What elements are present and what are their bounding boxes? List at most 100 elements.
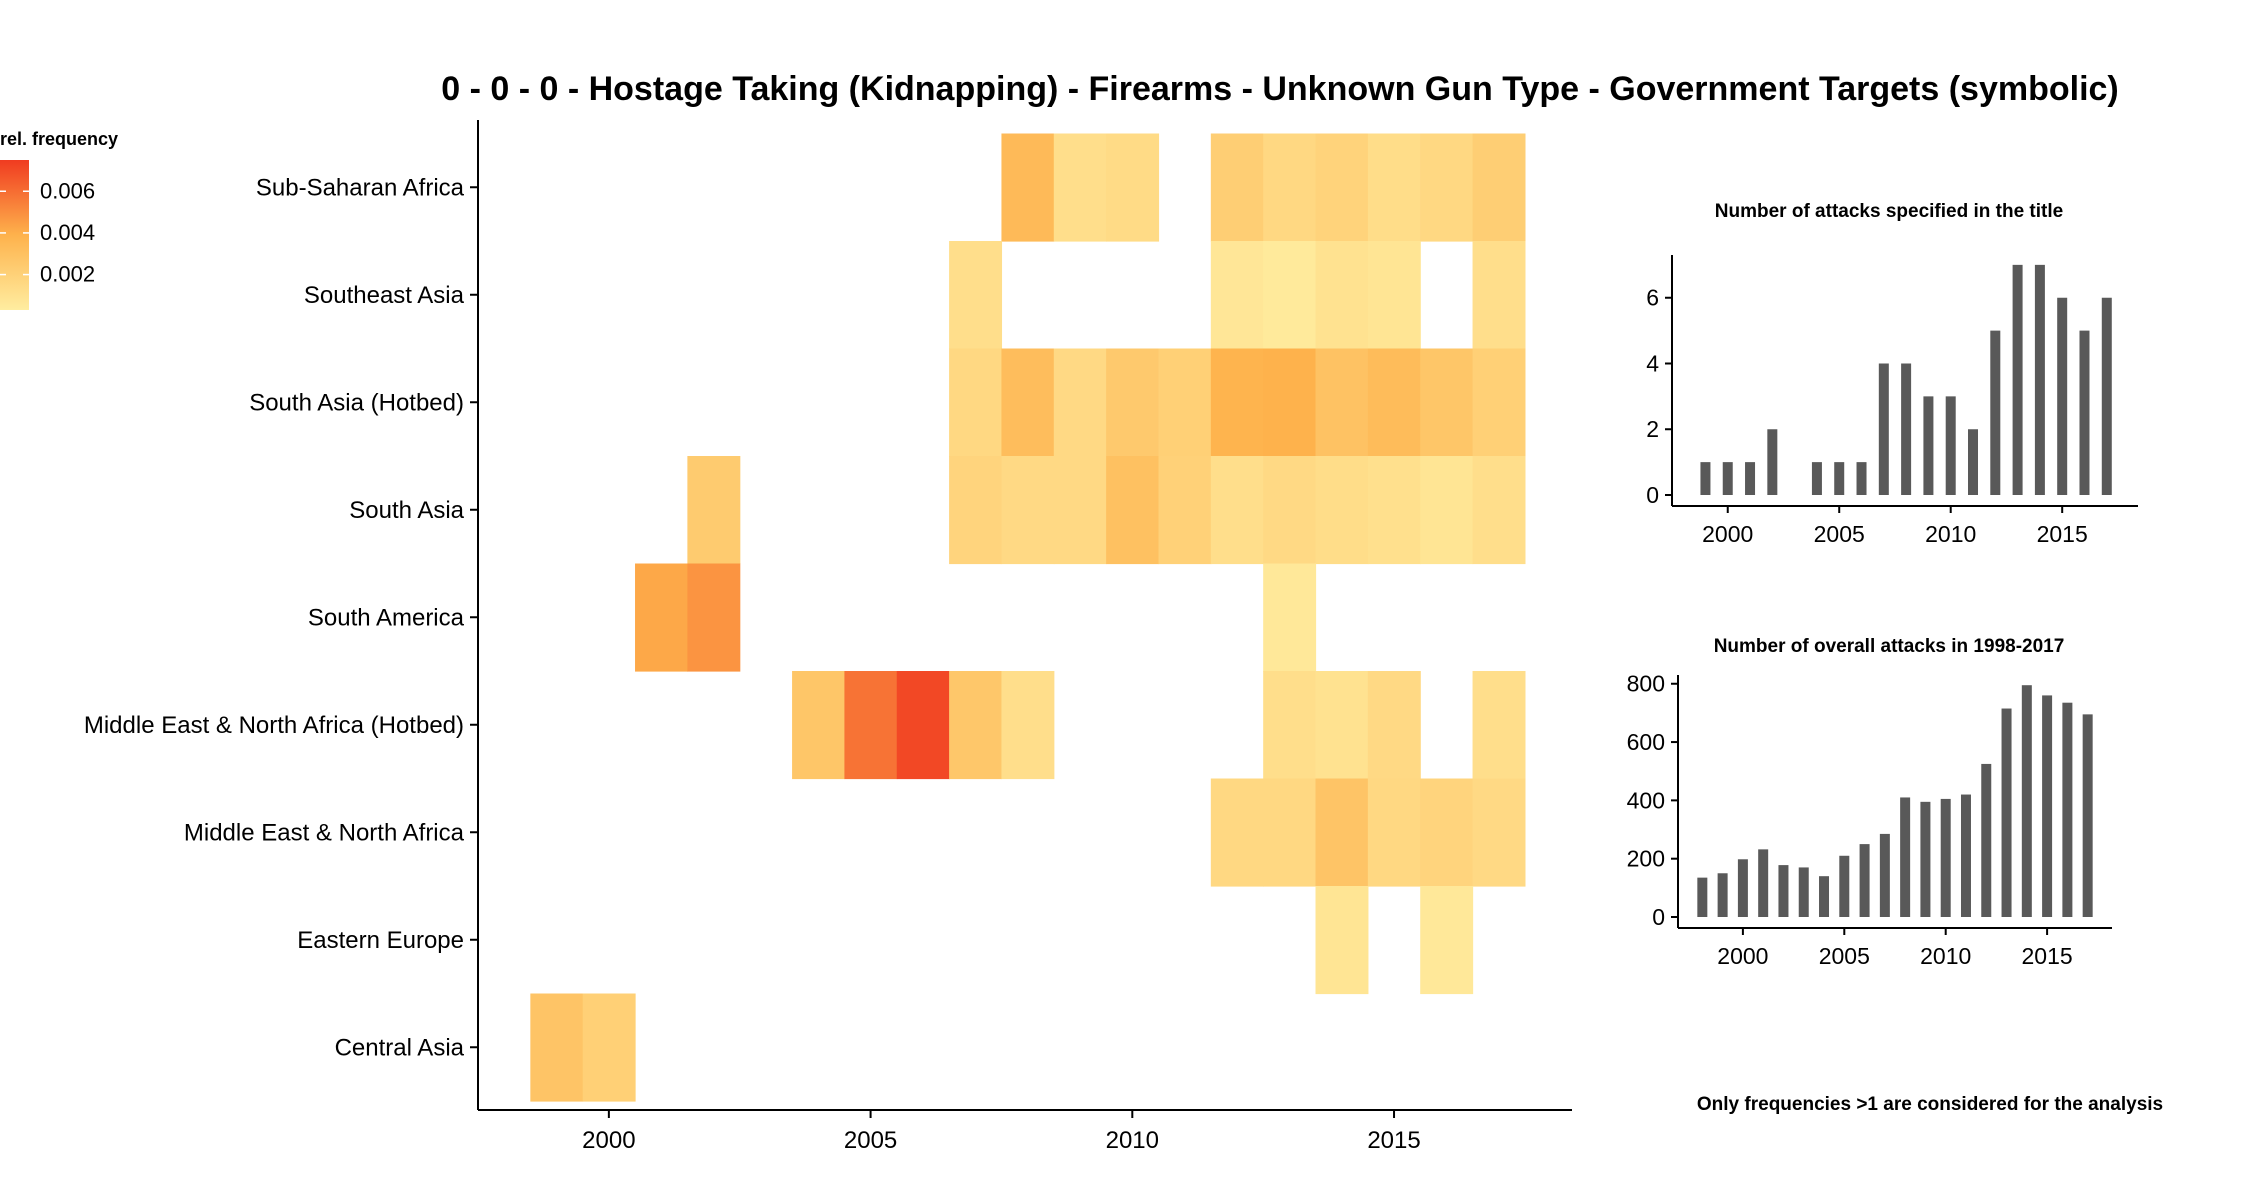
heatmap-cell — [1472, 778, 1526, 887]
heatmap-cell — [1263, 778, 1317, 887]
bar-chart-2-y-tick-label: 800 — [1627, 671, 1665, 697]
bar-chart-2-bar — [1758, 849, 1769, 917]
heatmap-cell — [1263, 348, 1317, 457]
heatmap-cell — [530, 993, 584, 1102]
bar-chart-2-bar — [2021, 685, 2032, 917]
heatmap-cell — [1315, 456, 1369, 565]
heatmap-row-label: South Asia — [349, 497, 464, 524]
bar-chart-2-bar — [1798, 867, 1809, 917]
bar-chart-2-bar — [1697, 877, 1708, 917]
heatmap-cell — [1263, 456, 1317, 565]
legend-tick-label: 0.006 — [40, 178, 95, 203]
heatmap-cell — [1472, 671, 1526, 780]
bar-chart-2-x-tick-label: 2005 — [1819, 943, 1870, 969]
bar-chart-1-bars — [1700, 264, 2112, 495]
bar-chart-2-axes: 0 200 400 600 800 2000 2005 2010 2015 — [1627, 671, 2112, 969]
heatmap-cell — [687, 563, 741, 672]
bar-chart-1-axes: 0 2 4 6 2000 2005 2010 2015 — [1646, 255, 2138, 547]
bar-chart-2-x-tick-label: 2000 — [1717, 943, 1768, 969]
legend-ticks: 0.006 0.004 0.002 — [0, 178, 95, 287]
heatmap-cell — [1367, 133, 1421, 242]
heatmap-cell — [1315, 886, 1369, 995]
bar-chart-2-x-tick-label: 2015 — [2022, 943, 2073, 969]
heatmap-cell — [1263, 671, 1317, 780]
heatmap-axes: Central Asia Eastern Europe Middle East & … — [84, 120, 1572, 1154]
heatmap-cell — [1263, 563, 1317, 672]
heatmap-cell — [1158, 348, 1212, 457]
bar-chart-overall-attacks: Number of overall attacks in 1998-2017 0… — [1627, 636, 2112, 969]
bar-chart-1-bar — [1923, 396, 1934, 495]
heatmap-cell — [1053, 348, 1107, 457]
heatmap-row-label: Middle East & North Africa (Hotbed) — [84, 712, 464, 739]
bar-chart-2-bar — [2082, 714, 2093, 917]
heatmap-cell — [1420, 886, 1474, 995]
heatmap-cell — [1420, 133, 1474, 242]
heatmap-cell — [1315, 671, 1369, 780]
heatmap-cell — [949, 348, 1003, 457]
heatmap-row-label: Sub-Saharan Africa — [256, 174, 465, 201]
heatmap-cell — [1367, 348, 1421, 457]
bar-chart-1-bar — [1968, 429, 1979, 495]
bar-chart-1-bar — [1745, 462, 1756, 495]
heatmap-cell — [687, 456, 741, 565]
bar-chart-1-bar — [1878, 363, 1889, 495]
heatmap-cell — [1420, 348, 1474, 457]
heatmap-cell — [1106, 348, 1160, 457]
heatmap-row-label: Central Asia — [335, 1034, 465, 1061]
bar-chart-1-bar — [1901, 363, 1912, 495]
bar-chart-2-bar — [1920, 801, 1931, 917]
heatmap-cell — [1367, 456, 1421, 565]
heatmap-cell — [1210, 241, 1264, 350]
bar-chart-1-x-tick-label: 2010 — [1925, 521, 1976, 547]
heatmap-cell — [1001, 671, 1055, 780]
heatmap-cell — [949, 671, 1003, 780]
heatmap-cell — [1001, 348, 1055, 457]
bar-chart-2-bar — [2062, 702, 2073, 917]
heatmap-cell — [1472, 133, 1526, 242]
bar-chart-2-title: Number of overall attacks in 1998-2017 — [1714, 636, 2065, 657]
heatmap-cell — [1053, 133, 1107, 242]
bar-chart-2-bar — [1737, 859, 1748, 917]
heatmap-x-tick-label: 2005 — [844, 1127, 897, 1154]
bar-chart-2-y-tick-label: 400 — [1627, 787, 1665, 813]
bar-chart-1-bar — [1767, 429, 1778, 495]
bar-chart-1-bar — [2101, 297, 2112, 495]
bar-chart-1-y-tick-label: 6 — [1646, 285, 1659, 311]
heatmap-cell — [635, 563, 688, 672]
bar-chart-attacks-specified: Number of attacks specified in the title… — [1646, 201, 2138, 547]
heatmap-cells — [530, 133, 1526, 1102]
bar-chart-1-y-tick-label: 4 — [1646, 350, 1659, 376]
chart-title: 0 - 0 - 0 - Hostage Taking (Kidnapping) … — [441, 70, 2119, 108]
heatmap-row-label: Eastern Europe — [297, 927, 464, 954]
bar-chart-1-bar — [1834, 462, 1845, 495]
heatmap-row-label: Middle East & North Africa — [184, 819, 465, 846]
heatmap-cell — [1106, 456, 1160, 565]
heatmap-cell — [1472, 348, 1526, 457]
legend-title: rel. frequency — [0, 129, 118, 149]
legend: rel. frequency 0.006 0.004 0.002 — [0, 129, 118, 310]
heatmap-cell — [1420, 456, 1474, 565]
heatmap-cell — [582, 993, 636, 1102]
footnote: Only frequencies >1 are considered for t… — [1697, 1094, 2163, 1115]
heatmap-cell — [1263, 133, 1317, 242]
heatmap-cell — [1106, 133, 1160, 242]
bar-chart-2-bar — [1859, 844, 1870, 917]
bar-chart-2-bar — [1940, 798, 1951, 917]
bar-chart-1-bar — [1722, 462, 1733, 495]
heatmap-cell — [949, 241, 1003, 350]
bar-chart-2-bar — [1778, 865, 1789, 917]
heatmap-cell — [1315, 348, 1369, 457]
heatmap-cell — [1210, 778, 1264, 887]
bar-chart-2-y-tick-label: 600 — [1627, 729, 1665, 755]
heatmap-cell — [1367, 671, 1421, 780]
heatmap-cell — [1263, 241, 1317, 350]
bar-chart-2-y-tick-label: 0 — [1652, 904, 1665, 930]
heatmap-cell — [1210, 456, 1264, 565]
bar-chart-2-bar — [1900, 797, 1911, 917]
heatmap-row-label: Southeast Asia — [304, 282, 465, 309]
bar-chart-2-bar — [1879, 833, 1890, 917]
bar-chart-1-bar — [1945, 396, 1956, 495]
legend-tick-label: 0.004 — [40, 220, 95, 245]
bar-chart-1-bar — [1811, 462, 1822, 495]
heatmap-cell — [1001, 456, 1055, 565]
